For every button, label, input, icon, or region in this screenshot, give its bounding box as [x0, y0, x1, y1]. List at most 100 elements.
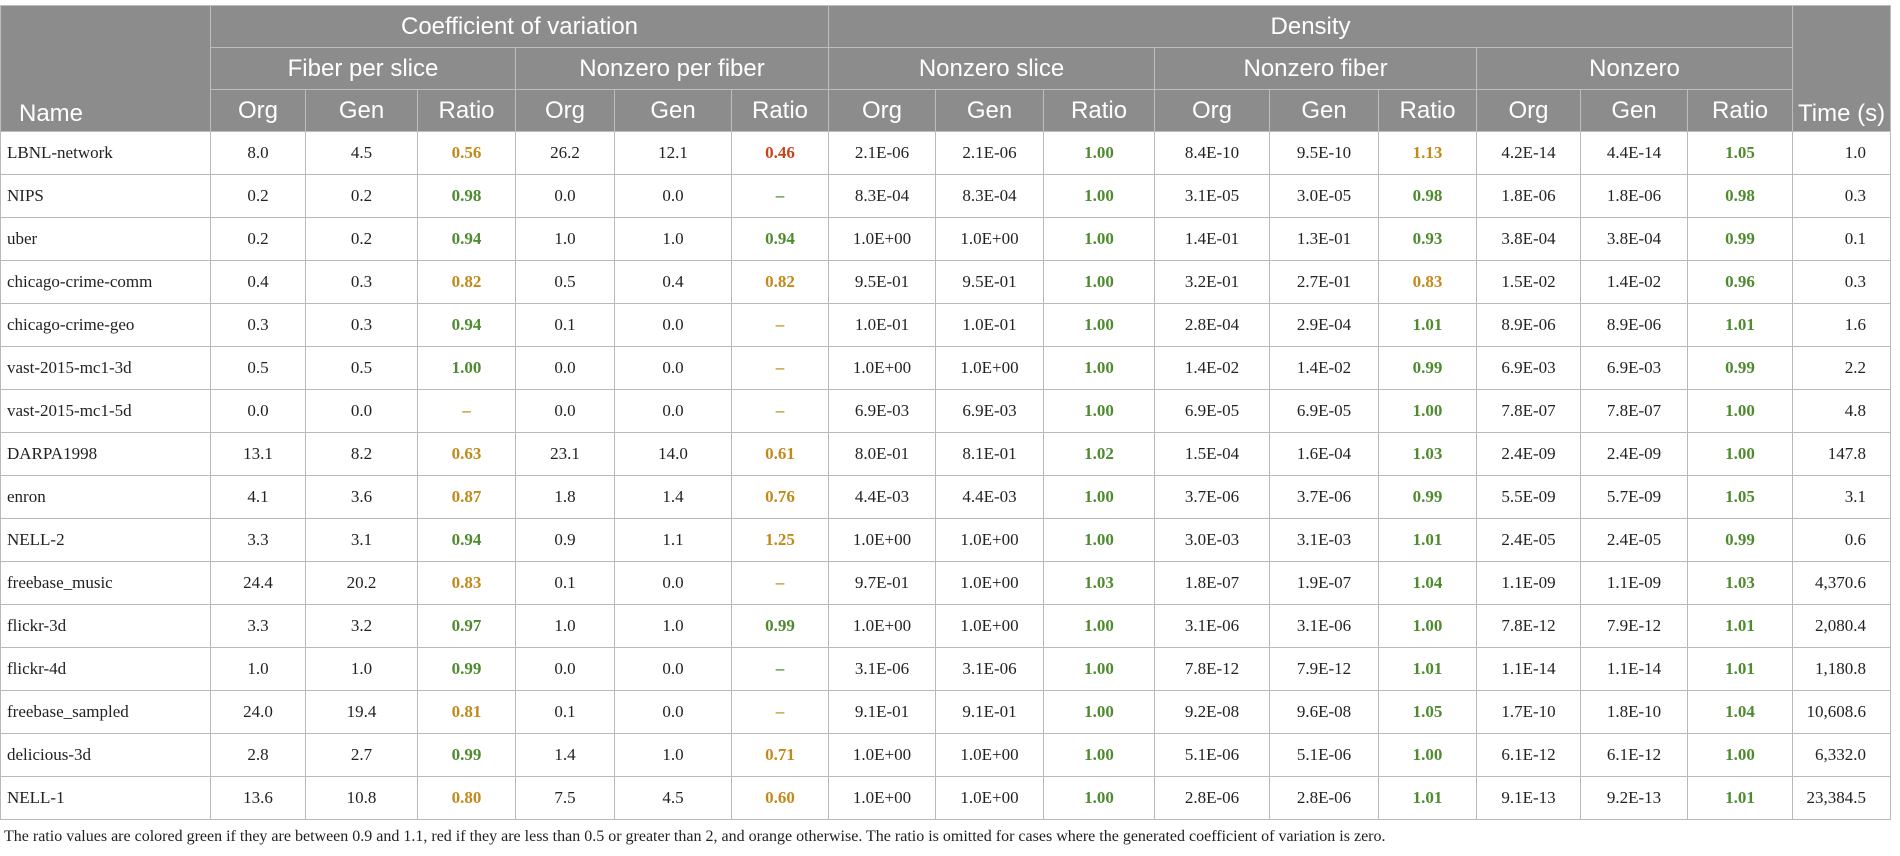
nonzero-per-fiber-ratio-cell: 0.94	[730, 217, 830, 261]
table-row: DARPA1998 13.1 8.2 0.63 23.1 14.0 0.61 8.0E-01 8…	[0, 432, 1892, 476]
nonzero-per-fiber-ratio-cell: 0.99	[730, 604, 830, 648]
row-name: NELL-2	[0, 518, 211, 562]
nonzero-fiber-org-cell: 2.8E-06	[1154, 776, 1271, 820]
time-cell: 10,608.6	[1792, 690, 1892, 734]
header-ratio: Ratio	[1687, 89, 1794, 132]
row-name: flickr-4d	[0, 647, 211, 691]
header-group-cov: Coefficient of variation	[209, 5, 830, 48]
nonzero-gen-cell: 7.8E-07	[1580, 389, 1689, 433]
nonzero-per-fiber-gen-cell: 0.0	[614, 303, 732, 347]
nonzero-per-fiber-gen-cell: 0.0	[614, 346, 732, 390]
nonzero-slice-org-cell: 9.7E-01	[828, 561, 937, 605]
fiber-per-slice-ratio-cell: 0.80	[417, 776, 516, 820]
nonzero-slice-gen-cell: 1.0E-01	[935, 303, 1045, 347]
header-time: Time (s)	[1792, 5, 1892, 132]
nonzero-fiber-gen-cell: 9.6E-08	[1269, 690, 1380, 734]
nonzero-per-fiber-ratio-cell: 1.25	[730, 518, 830, 562]
fiber-per-slice-gen-cell: 3.1	[305, 518, 418, 562]
fiber-per-slice-org-cell: 13.6	[210, 776, 306, 820]
table-row: delicious-3d 2.8 2.7 0.99 1.4 1.0 0.71 1.0E+00 1…	[0, 733, 1892, 777]
fiber-per-slice-gen-cell: 0.3	[305, 260, 418, 304]
nonzero-slice-gen-cell: 1.0E+00	[935, 518, 1045, 562]
nonzero-per-fiber-org-cell: 0.1	[515, 303, 615, 347]
row-name: delicious-3d	[0, 733, 211, 777]
nonzero-ratio-cell: 0.99	[1687, 518, 1794, 562]
time-cell: 0.3	[1792, 174, 1892, 218]
nonzero-fiber-gen-cell: 3.1E-06	[1269, 604, 1380, 648]
nonzero-slice-ratio-cell: 1.03	[1043, 561, 1156, 605]
nonzero-slice-ratio-cell: 1.00	[1043, 475, 1156, 519]
nonzero-slice-ratio-cell: 1.00	[1043, 776, 1156, 820]
nonzero-org-cell: 8.9E-06	[1476, 303, 1582, 347]
nonzero-slice-ratio-cell: 1.00	[1043, 131, 1156, 175]
nonzero-ratio-cell: 0.99	[1687, 346, 1794, 390]
table-row: NIPS 0.2 0.2 0.98 0.0 0.0–8.3E-04 8.3E-04 1.00 3…	[0, 174, 1892, 218]
nonzero-per-fiber-ratio-cell: –	[730, 561, 830, 605]
nonzero-slice-org-cell: 1.0E+00	[828, 217, 937, 261]
time-cell: 4,370.6	[1792, 561, 1892, 605]
nonzero-fiber-gen-cell: 2.7E-01	[1269, 260, 1380, 304]
nonzero-per-fiber-ratio-cell: –	[730, 174, 830, 218]
nonzero-per-fiber-ratio-cell: –	[730, 690, 830, 734]
nonzero-gen-cell: 9.2E-13	[1580, 776, 1689, 820]
nonzero-gen-cell: 1.8E-10	[1580, 690, 1689, 734]
nonzero-per-fiber-gen-cell: 0.0	[614, 561, 732, 605]
nonzero-per-fiber-ratio-cell: –	[730, 346, 830, 390]
nonzero-ratio-cell: 1.05	[1687, 131, 1794, 175]
nonzero-fiber-org-cell: 7.8E-12	[1154, 647, 1271, 691]
time-cell: 2,080.4	[1792, 604, 1892, 648]
nonzero-fiber-org-cell: 3.7E-06	[1154, 475, 1271, 519]
nonzero-ratio-cell: 1.00	[1687, 432, 1794, 476]
header-ratio: Ratio	[417, 89, 516, 132]
nonzero-fiber-ratio-cell: 0.98	[1378, 174, 1478, 218]
nonzero-fiber-ratio-cell: 0.83	[1378, 260, 1478, 304]
fiber-per-slice-gen-cell: 2.7	[305, 733, 418, 777]
fiber-per-slice-org-cell: 1.0	[210, 647, 306, 691]
fiber-per-slice-gen-cell: 19.4	[305, 690, 418, 734]
nonzero-slice-gen-cell: 9.1E-01	[935, 690, 1045, 734]
time-cell: 6,332.0	[1792, 733, 1892, 777]
nonzero-slice-ratio-cell: 1.00	[1043, 260, 1156, 304]
nonzero-gen-cell: 6.1E-12	[1580, 733, 1689, 777]
nonzero-fiber-gen-cell: 5.1E-06	[1269, 733, 1380, 777]
time-cell: 1,180.8	[1792, 647, 1892, 691]
header-org: Org	[515, 89, 615, 132]
nonzero-fiber-gen-cell: 2.9E-04	[1269, 303, 1380, 347]
nonzero-slice-ratio-cell: 1.00	[1043, 733, 1156, 777]
nonzero-fiber-gen-cell: 3.7E-06	[1269, 475, 1380, 519]
fiber-per-slice-ratio-cell: 0.94	[417, 217, 516, 261]
nonzero-per-fiber-org-cell: 0.0	[515, 389, 615, 433]
nonzero-fiber-ratio-cell: 1.13	[1378, 131, 1478, 175]
nonzero-fiber-ratio-cell: 1.00	[1378, 604, 1478, 648]
nonzero-gen-cell: 2.4E-05	[1580, 518, 1689, 562]
nonzero-fiber-gen-cell: 1.6E-04	[1269, 432, 1380, 476]
nonzero-per-fiber-ratio-cell: 0.82	[730, 260, 830, 304]
nonzero-per-fiber-ratio-cell: –	[730, 389, 830, 433]
nonzero-fiber-gen-cell: 1.3E-01	[1269, 217, 1380, 261]
table-row: freebase_music 24.4 20.2 0.83 0.1 0.0–9.7E-01…	[0, 561, 1892, 605]
nonzero-gen-cell: 7.9E-12	[1580, 604, 1689, 648]
nonzero-per-fiber-org-cell: 0.0	[515, 174, 615, 218]
nonzero-org-cell: 1.1E-09	[1476, 561, 1582, 605]
nonzero-org-cell: 5.5E-09	[1476, 475, 1582, 519]
header-sub-nonzero-slice: Nonzero slice	[828, 47, 1156, 90]
nonzero-fiber-gen-cell: 9.5E-10	[1269, 131, 1380, 175]
fiber-per-slice-org-cell: 0.3	[210, 303, 306, 347]
row-name: NIPS	[0, 174, 211, 218]
nonzero-per-fiber-ratio-cell: 0.46	[730, 131, 830, 175]
nonzero-fiber-gen-cell: 3.1E-03	[1269, 518, 1380, 562]
fiber-per-slice-org-cell: 0.5	[210, 346, 306, 390]
row-name: DARPA1998	[0, 432, 211, 476]
nonzero-slice-org-cell: 1.0E+00	[828, 604, 937, 648]
row-name: flickr-3d	[0, 604, 211, 648]
time-cell: 0.3	[1792, 260, 1892, 304]
fiber-per-slice-gen-cell: 0.0	[305, 389, 418, 433]
fiber-per-slice-ratio-cell: 0.98	[417, 174, 516, 218]
nonzero-gen-cell: 4.4E-14	[1580, 131, 1689, 175]
nonzero-per-fiber-ratio-cell: 0.76	[730, 475, 830, 519]
nonzero-fiber-gen-cell: 1.4E-02	[1269, 346, 1380, 390]
nonzero-fiber-ratio-cell: 1.01	[1378, 647, 1478, 691]
nonzero-org-cell: 1.5E-02	[1476, 260, 1582, 304]
fiber-per-slice-org-cell: 8.0	[210, 131, 306, 175]
